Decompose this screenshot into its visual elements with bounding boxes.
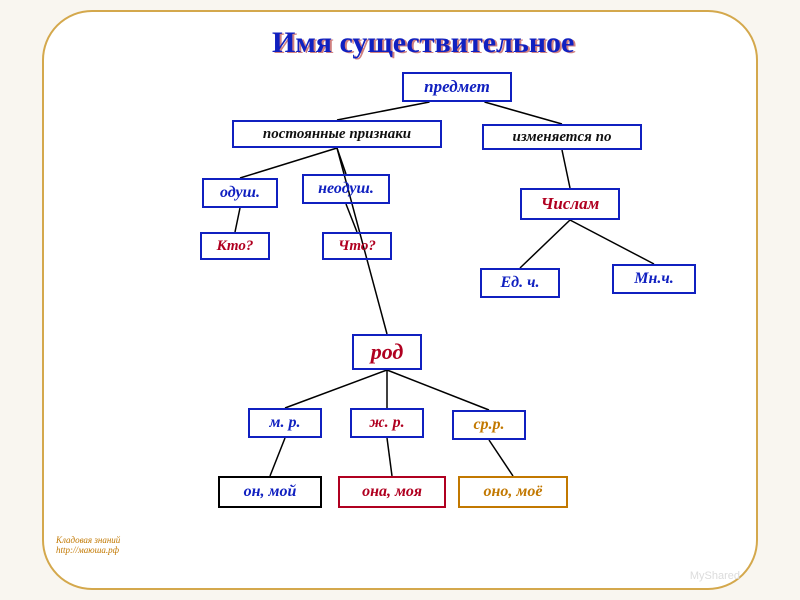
node-predmet: предмет (402, 72, 512, 102)
node-odush: одуш. (202, 178, 278, 208)
node-kto: Кто? (200, 232, 270, 260)
diagram-title: Имя существительное (272, 26, 574, 60)
node-onamoya: она, моя (338, 476, 446, 508)
node-chto: Что? (322, 232, 392, 260)
node-onomoe: оно, моё (458, 476, 568, 508)
node-mr: м. р. (248, 408, 322, 438)
node-srr: ср.р. (452, 410, 526, 440)
node-zhr: ж. р. (350, 408, 424, 438)
node-mnch: Мн.ч. (612, 264, 696, 294)
node-izmen: изменяется по (482, 124, 642, 150)
node-edch: Ед. ч. (480, 268, 560, 298)
node-post: постоянные признаки (232, 120, 442, 148)
watermark: MyShared (690, 570, 740, 582)
node-rod: род (352, 334, 422, 370)
node-neodush: неодуш. (302, 174, 390, 204)
attribution-line2: http://маюша.рф (56, 546, 120, 556)
attribution-text: Кладовая знаний http://маюша.рф (56, 536, 120, 556)
node-chislam: Числам (520, 188, 620, 220)
node-onmoy: он, мой (218, 476, 322, 508)
